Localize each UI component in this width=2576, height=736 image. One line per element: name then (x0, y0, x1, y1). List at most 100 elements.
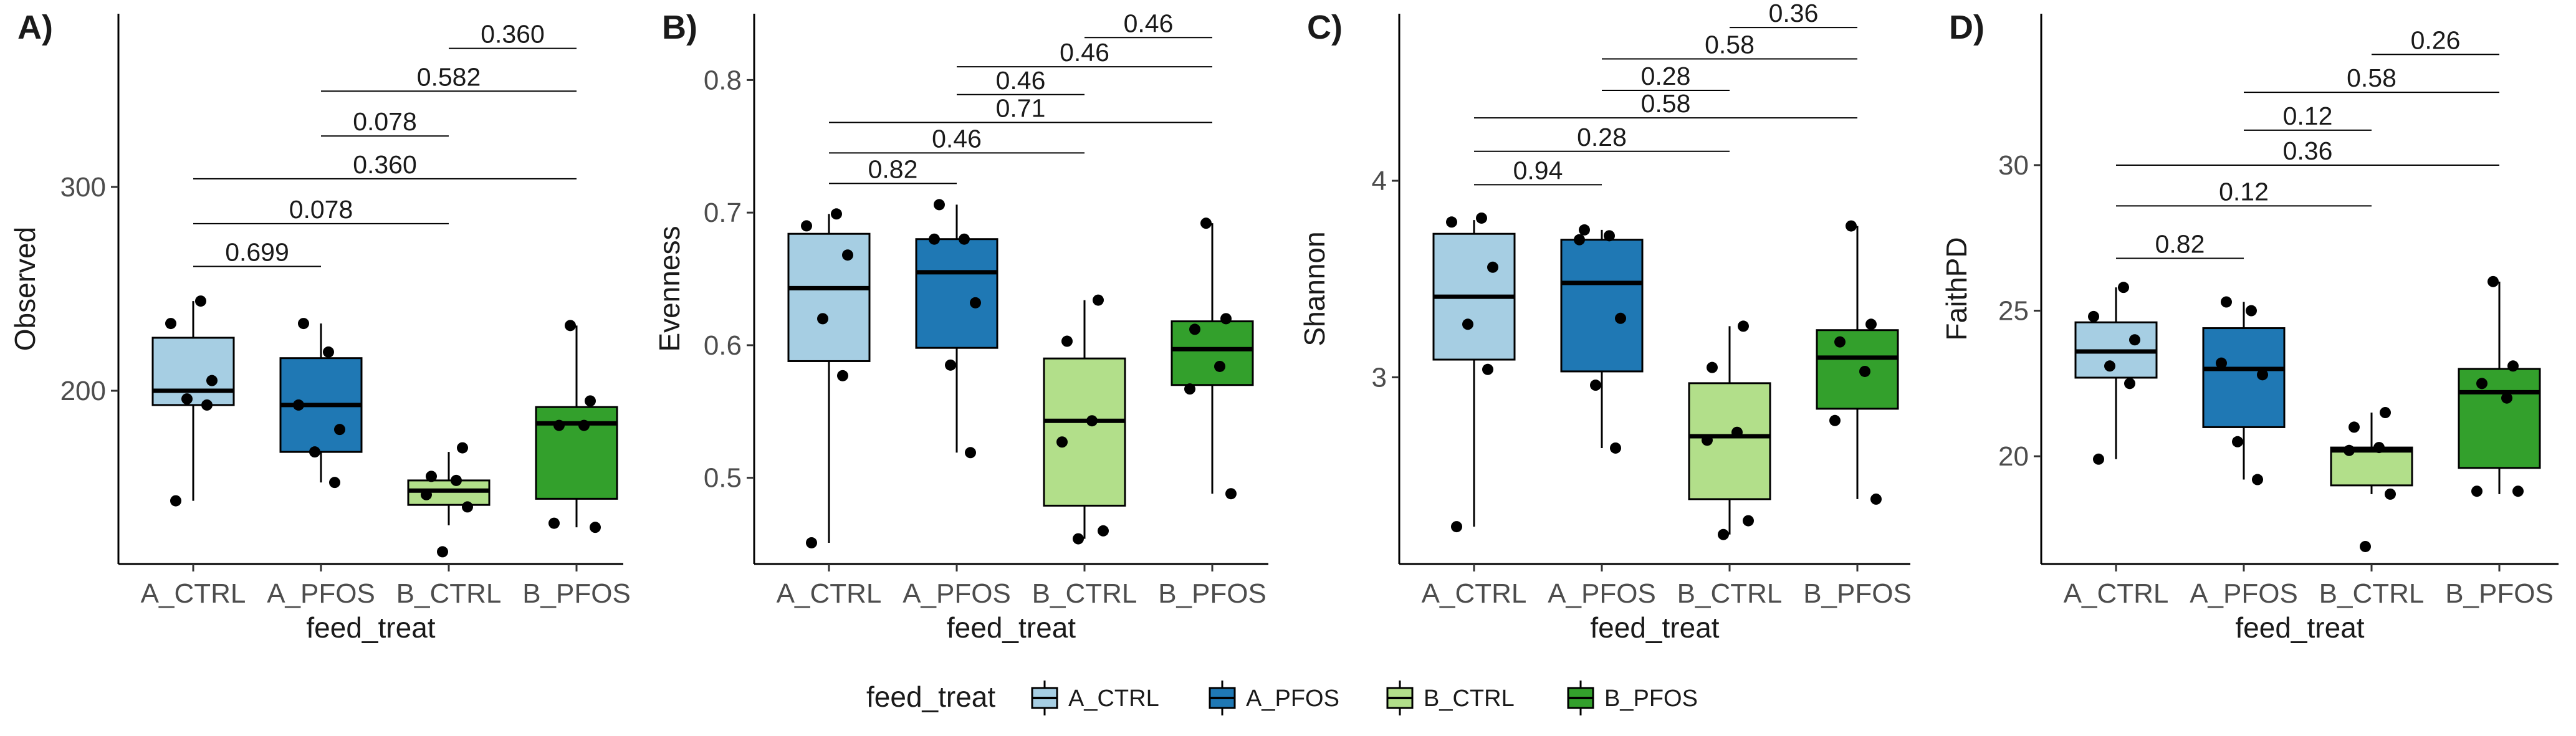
y-axis-title: Evenness (653, 226, 686, 351)
data-point (2380, 407, 2391, 419)
data-point (437, 546, 448, 558)
data-point (1098, 525, 1109, 537)
legend-title: feed_treat (866, 681, 995, 713)
data-point (831, 208, 842, 220)
x-tick-label: A_CTRL (2064, 578, 2169, 609)
data-point (2471, 485, 2483, 497)
data-point (2476, 378, 2487, 390)
p-value-label: 0.94 (1513, 156, 1563, 184)
p-value-label: 0.360 (353, 150, 417, 179)
legend-item-a_pfos: A_PFOS (1209, 681, 1339, 715)
data-point (1086, 415, 1098, 427)
x-tick-label: A_CTRL (1422, 578, 1527, 609)
p-value-label: 0.28 (1641, 62, 1691, 90)
y-tick-label: 200 (60, 376, 106, 406)
x-tick-label: A_CTRL (141, 578, 246, 609)
data-point (929, 233, 940, 245)
data-point (2385, 488, 2396, 500)
data-point (1214, 360, 1225, 372)
data-point (2349, 421, 2360, 433)
p-value-label: 0.12 (2219, 177, 2269, 206)
data-point (842, 249, 853, 261)
p-value-label: 0.36 (1769, 0, 1819, 27)
data-point (1590, 380, 1601, 391)
panel-tag: C) (1307, 9, 1343, 46)
data-point (426, 471, 437, 482)
data-point (421, 489, 432, 500)
data-point (1610, 442, 1621, 454)
data-point (1870, 493, 1882, 505)
data-point (2232, 436, 2243, 447)
data-point (1476, 212, 1487, 224)
panel-tag: A) (17, 9, 53, 46)
box-b_pfos (1171, 320, 1254, 386)
legend-item-label: A_CTRL (1068, 686, 1159, 712)
data-point (457, 442, 468, 454)
data-point (293, 399, 304, 411)
data-point (1718, 528, 1729, 540)
data-point (1225, 488, 1237, 500)
p-value-label: 0.46 (932, 124, 982, 153)
data-point (1200, 217, 1212, 229)
p-value-label: 0.82 (2155, 229, 2205, 258)
box-b_ctrl (2330, 446, 2413, 487)
p-value-label: 0.699 (225, 238, 289, 267)
data-point (2507, 360, 2519, 372)
p-value-label: 0.36 (2283, 136, 2333, 165)
y-tick-label: 0.8 (704, 65, 742, 95)
y-tick-label: 20 (1998, 441, 2029, 472)
data-point (2118, 282, 2129, 294)
p-value-label: 0.46 (1124, 9, 1174, 37)
data-point (329, 477, 340, 489)
data-point (837, 370, 848, 381)
data-point (970, 297, 981, 308)
data-point (945, 359, 956, 371)
x-tick-label: B_CTRL (396, 578, 502, 609)
y-axis-title: Observed (9, 227, 41, 351)
data-point (1056, 436, 1068, 448)
data-point (2129, 334, 2140, 346)
p-value-label: 0.46 (996, 66, 1046, 95)
data-point (2344, 444, 2355, 456)
data-point (170, 495, 181, 507)
panel-d: D) 20 25 30 FaithPD A_CTRL A_PFOS B_CTRL B_PFOSf… (1940, 9, 2559, 644)
data-point (1738, 320, 1749, 332)
data-point (1462, 318, 1473, 330)
p-value-label: 0.078 (353, 107, 417, 136)
data-point (548, 517, 560, 529)
data-point (565, 320, 576, 332)
legend: feed_treat A_CTRL A_PFOS B_CTRL B_PFOS (866, 681, 1698, 715)
data-point (2088, 310, 2099, 322)
data-point (1579, 224, 1590, 236)
data-point (1189, 323, 1200, 335)
p-value-label: 0.58 (1641, 89, 1691, 118)
data-point (2487, 275, 2499, 287)
p-value-label: 0.46 (1060, 38, 1109, 67)
y-axis-title: Shannon (1298, 231, 1331, 346)
box-b_pfos (1816, 329, 1899, 410)
data-point (965, 447, 976, 459)
data-point (959, 233, 970, 245)
x-tick-label: B_PFOS (1158, 578, 1266, 609)
data-point (1482, 363, 1493, 375)
data-point (2246, 305, 2257, 317)
box-b_ctrl (1043, 357, 1126, 507)
p-value-label: 0.360 (481, 20, 545, 49)
y-tick-label: 3 (1372, 362, 1387, 393)
p-value-label: 0.71 (996, 93, 1046, 122)
data-point (1604, 230, 1615, 242)
box-a_pfos (1560, 239, 1644, 373)
legend-items: A_CTRL A_PFOS B_CTRL B_PFOS (1031, 681, 1698, 715)
x-tick-label: B_PFOS (1803, 578, 1912, 609)
data-point (2093, 453, 2104, 465)
data-point (1846, 220, 1857, 232)
x-tick-label: A_PFOS (267, 578, 375, 609)
x-tick-label: A_PFOS (903, 578, 1011, 609)
box-a_ctrl (787, 232, 871, 362)
legend-item-b_pfos: B_PFOS (1567, 681, 1698, 715)
legend-item-a_ctrl: A_CTRL (1031, 681, 1159, 715)
box-a_pfos (915, 238, 998, 349)
x-tick-label: B_PFOS (522, 578, 631, 609)
data-point (1093, 294, 1104, 306)
legend-item-b_ctrl: B_CTRL (1386, 681, 1515, 715)
